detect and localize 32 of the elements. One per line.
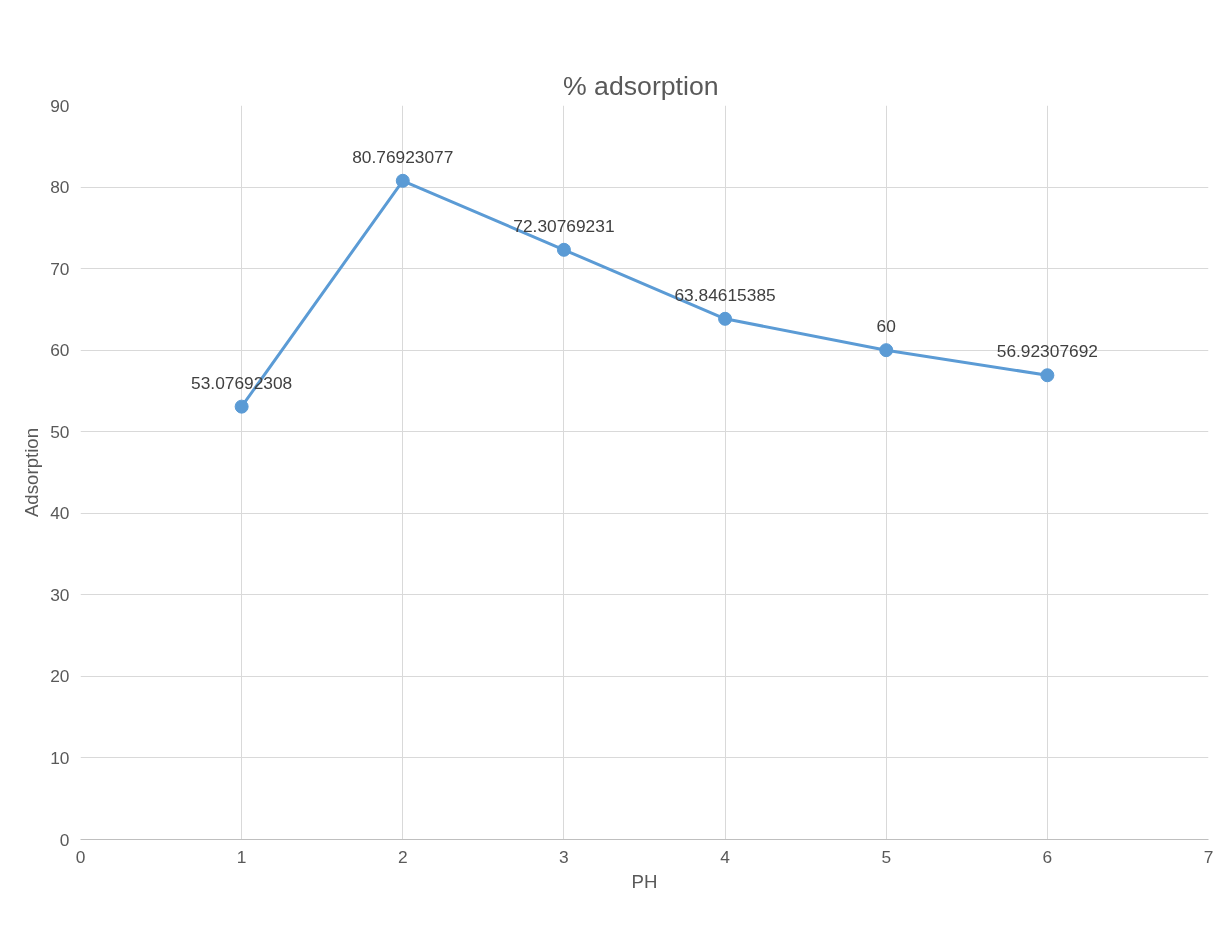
y-tick-label: 0: [59, 829, 70, 850]
point: [556, 242, 571, 257]
y-tick-label: 10: [50, 747, 70, 768]
x-tick-label: 5: [881, 846, 892, 867]
x-tick-label: 1: [236, 846, 247, 867]
y-tick-label: 50: [50, 421, 70, 442]
x-tick-label: 7: [1203, 846, 1214, 867]
chart-title: % adsorption: [563, 70, 719, 101]
data-label: 63.84615385: [674, 284, 776, 305]
data-label: 56.92307692: [996, 341, 1098, 362]
point: [718, 311, 733, 326]
x-tick-label: 3: [559, 846, 569, 867]
x-tick-label: 6: [1042, 846, 1053, 867]
x-tick-label: 0: [75, 846, 86, 867]
x-tick-label: 4: [720, 846, 731, 867]
y-tick-label: 80: [50, 177, 70, 198]
y-tick-label: 70: [50, 258, 70, 279]
point: [395, 173, 410, 188]
point: [1040, 368, 1055, 383]
point: [234, 399, 249, 414]
x-tick-label: 2: [397, 846, 408, 867]
y-tick-label: 90: [50, 95, 70, 116]
data-label: 80.76923077: [352, 146, 454, 167]
point: [879, 343, 894, 358]
y-tick-label: 60: [50, 340, 70, 361]
data-label: 60: [876, 316, 896, 337]
y-axis-title: Adsorption: [21, 427, 43, 518]
y-tick-label: 40: [50, 503, 70, 524]
y-tick-label: 20: [50, 666, 70, 687]
x-axis-title: PH: [631, 870, 658, 892]
data-label: 72.30769231: [513, 215, 615, 236]
y-tick-label: 30: [50, 584, 70, 605]
